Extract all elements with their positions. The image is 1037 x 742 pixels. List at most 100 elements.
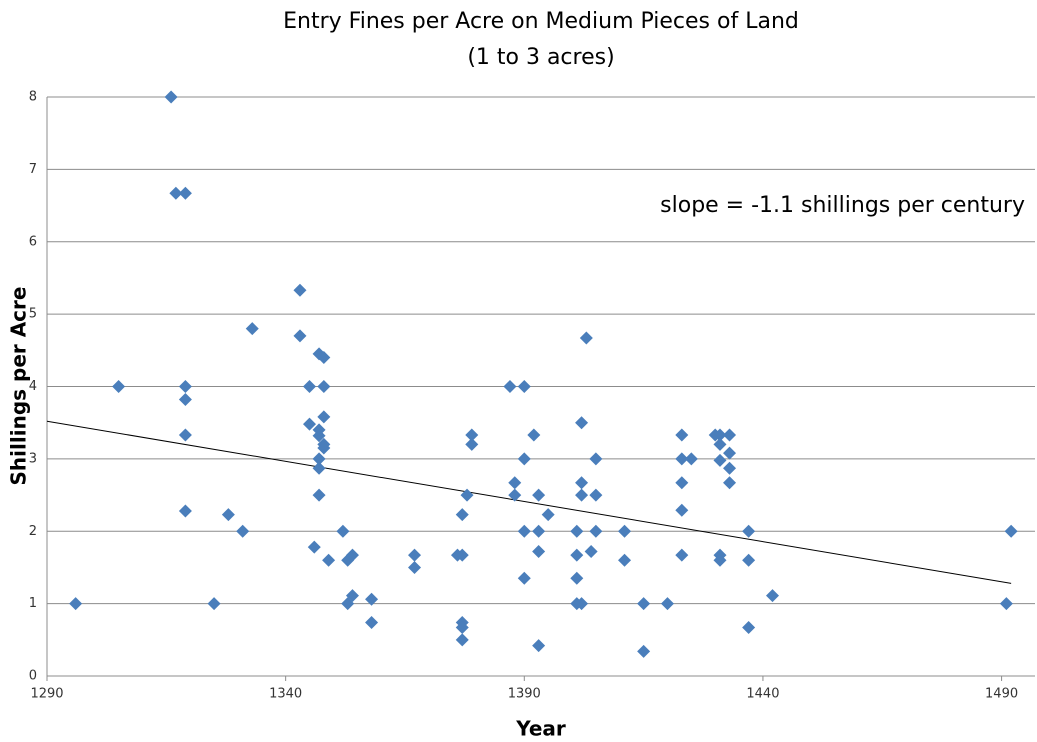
point <box>293 283 307 297</box>
point <box>637 597 651 611</box>
point <box>455 508 469 522</box>
point <box>742 621 756 635</box>
chart-subtitle: (1 to 3 acres) <box>467 45 614 70</box>
point <box>723 461 737 475</box>
point <box>675 476 689 490</box>
y-tick-label: 4 <box>29 379 37 394</box>
point <box>178 393 192 407</box>
point <box>236 524 250 538</box>
y-axis-label: Shillings per Acre <box>7 287 31 486</box>
point <box>742 524 756 538</box>
point <box>532 545 546 559</box>
y-tick-label: 7 <box>29 162 37 177</box>
point <box>713 437 727 451</box>
point <box>312 461 326 475</box>
point <box>178 186 192 200</box>
point <box>517 380 531 393</box>
x-tick-label: 1290 <box>30 687 63 702</box>
point <box>455 548 469 562</box>
point <box>303 380 317 393</box>
point <box>336 524 350 538</box>
point <box>765 589 779 603</box>
point <box>178 380 192 393</box>
point <box>178 428 192 442</box>
point <box>112 380 126 393</box>
point <box>465 428 479 442</box>
point <box>365 592 379 606</box>
point <box>164 90 178 104</box>
point <box>465 437 479 451</box>
point <box>584 545 598 559</box>
y-tick-label: 0 <box>29 669 37 684</box>
point <box>317 380 331 393</box>
y-tick-label: 1 <box>29 596 37 611</box>
point <box>307 540 321 554</box>
point <box>618 553 632 567</box>
point <box>532 524 546 538</box>
point <box>570 571 584 585</box>
point <box>999 597 1013 611</box>
point <box>660 597 674 611</box>
point <box>408 560 422 574</box>
y-tick-label: 2 <box>29 524 37 539</box>
x-tick-label: 1390 <box>508 687 541 702</box>
point <box>575 416 589 430</box>
point <box>503 380 517 393</box>
point <box>723 446 737 460</box>
point <box>570 524 584 538</box>
point <box>575 488 589 502</box>
point <box>408 548 422 562</box>
point <box>517 524 531 538</box>
point <box>207 597 221 611</box>
point <box>579 331 593 345</box>
point <box>508 488 522 502</box>
point <box>317 410 331 424</box>
point <box>723 428 737 442</box>
point <box>618 524 632 538</box>
point <box>69 597 83 611</box>
point <box>527 428 541 442</box>
point <box>637 644 651 658</box>
point <box>312 452 326 466</box>
point <box>312 488 326 502</box>
point <box>532 488 546 502</box>
point <box>169 186 183 200</box>
chart-title: Entry Fines per Acre on Medium Pieces of… <box>283 9 799 34</box>
y-tick-label: 6 <box>29 234 37 249</box>
point <box>508 476 522 490</box>
y-tick-label: 8 <box>29 90 37 105</box>
x-axis-label: Year <box>515 717 566 741</box>
point <box>455 633 469 647</box>
point <box>723 476 737 490</box>
point <box>455 621 469 635</box>
point <box>303 417 317 431</box>
point <box>675 503 689 517</box>
point <box>675 452 689 466</box>
point <box>713 453 727 467</box>
point <box>221 508 235 522</box>
point <box>317 351 331 365</box>
y-tick-label: 3 <box>29 451 37 466</box>
point <box>317 441 331 455</box>
point <box>245 322 259 336</box>
point <box>575 597 589 611</box>
annotation: slope = -1.1 shillings per century <box>660 193 1025 218</box>
point <box>293 329 307 343</box>
point <box>1004 524 1018 538</box>
point <box>322 553 336 567</box>
point <box>178 504 192 518</box>
point <box>589 524 603 538</box>
y-tick-label: 5 <box>29 307 37 322</box>
point <box>365 615 379 629</box>
point <box>312 429 326 443</box>
point <box>713 428 727 442</box>
point <box>575 476 589 490</box>
point <box>713 553 727 567</box>
point <box>684 452 698 466</box>
point <box>345 589 359 603</box>
point <box>675 548 689 562</box>
point <box>742 553 756 567</box>
point <box>589 452 603 466</box>
x-tick-label: 1440 <box>746 687 779 702</box>
